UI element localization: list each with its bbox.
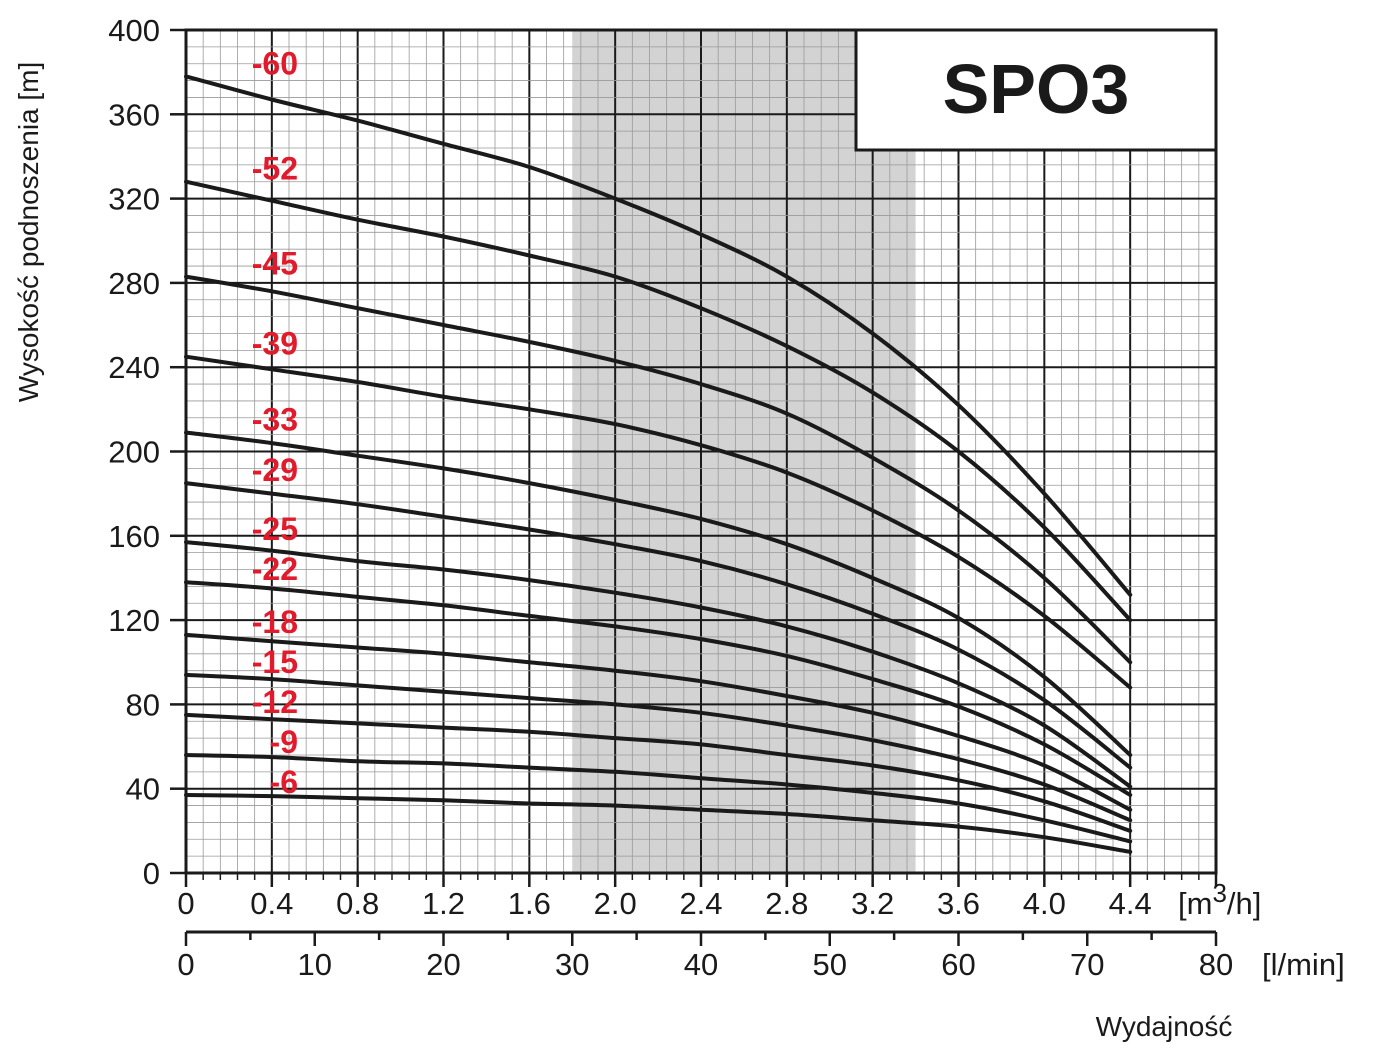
y-tick-label: 120 (108, 603, 160, 638)
x-tick-label: 4.4 (1109, 886, 1152, 921)
x2-tick-label: 60 (941, 947, 975, 982)
curve-label: -25 (252, 511, 298, 547)
curve-minus45 (184, 274, 1133, 665)
y-tick-label: 0 (143, 856, 160, 891)
curve-label: -29 (252, 452, 298, 488)
x-axis-label: Wydajność (1096, 1011, 1233, 1042)
x2-tick-label: 20 (426, 947, 460, 982)
y-axis-label: Wysokość podnoszenia [m] (13, 62, 44, 403)
curve-label: -52 (252, 151, 298, 187)
curve-minus12 (184, 712, 1133, 833)
x-tick-label: 2.8 (765, 886, 808, 921)
title-box: SPO3 (854, 28, 1218, 152)
curve-label: -12 (252, 684, 298, 720)
curve-minus9 (184, 753, 1133, 844)
curve-minus22 (184, 580, 1133, 797)
x-tick-label: 2.4 (679, 886, 722, 921)
curve-label: -60 (252, 45, 298, 81)
curve-minus25 (184, 540, 1133, 789)
x-tick-label: 2.0 (594, 886, 637, 921)
y-tick-label: 40 (126, 772, 160, 807)
y-tick-label: 160 (108, 519, 160, 554)
y-tick-label: 320 (108, 182, 160, 217)
curve-minus52 (184, 179, 1133, 623)
curve-minus33 (184, 430, 1133, 757)
curve-label: -22 (252, 551, 298, 587)
y-tick-label: 280 (108, 266, 160, 301)
curve-label: -45 (252, 246, 298, 282)
x-tick-label: 3.6 (937, 886, 980, 921)
curve-minus6 (184, 793, 1133, 854)
title-box-frame (854, 28, 1218, 152)
curve-label: -9 (270, 724, 298, 760)
y-tick-label: 360 (108, 97, 160, 132)
curve-labels: -60 -52 -45 -39 -33 -29 -25 -22 -18 -15 -12 -9 -6 (252, 45, 298, 800)
x2-tick-label: 10 (298, 947, 332, 982)
y-tick-label: 200 (108, 435, 160, 470)
chart-title: SPO3 (943, 50, 1130, 128)
y-tick-label: 80 (126, 687, 160, 722)
curve-minus60 (184, 74, 1133, 597)
curve-label: -6 (270, 764, 298, 800)
x-tick-label: 0.4 (250, 886, 293, 921)
x-tick-label: 1.6 (508, 886, 551, 921)
x2-axis-unit: [l/min] (1262, 947, 1345, 982)
curve-label: -33 (252, 402, 298, 438)
curve-label: -39 (252, 326, 298, 362)
curve-label: -18 (252, 604, 298, 640)
x-tick-label: 3.2 (851, 886, 894, 921)
curves (184, 74, 1133, 854)
curve-minus39 (184, 354, 1133, 690)
x2-tick-label: 0 (177, 947, 194, 982)
x2-tick-label: 80 (1199, 947, 1233, 982)
x-tick-label: 4.0 (1023, 886, 1066, 921)
x2-tick-label: 70 (1070, 947, 1104, 982)
x-tick-label: 0.8 (336, 886, 379, 921)
x2-tick-label: 40 (684, 947, 718, 982)
y-tick-label: 400 (108, 13, 160, 48)
curve-minus18 (184, 632, 1133, 812)
x-tick-label: 0 (177, 886, 194, 921)
x-axis-unit-m3h: [m3/h] (1178, 878, 1261, 921)
x-tick-label: 1.2 (422, 886, 465, 921)
y-tick-label: 240 (108, 350, 160, 385)
curve-minus15 (184, 672, 1133, 823)
curve-minus29 (184, 481, 1133, 770)
curve-label: -15 (252, 644, 298, 680)
x2-tick-label: 50 (813, 947, 847, 982)
x2-tick-label: 30 (555, 947, 589, 982)
